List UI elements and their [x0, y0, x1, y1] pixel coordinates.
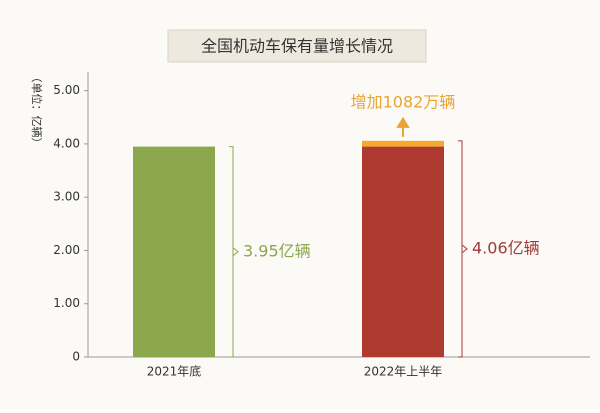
- y-tick-label: 3.00: [53, 190, 80, 204]
- bracket: [458, 140, 463, 358]
- title-box: [167, 29, 427, 63]
- bracket-tip: [461, 244, 468, 254]
- annotation: 4.06亿辆: [472, 238, 540, 257]
- bar-segment: [362, 146, 444, 357]
- bracket-tip: [232, 247, 239, 257]
- bar-segment: [362, 140, 444, 147]
- x-tick-label: 2021年底: [147, 364, 202, 379]
- y-tick-label: 4.00: [53, 136, 80, 150]
- y-axis-label: （单位：亿辆）: [30, 72, 44, 149]
- y-tick-label: 5.00: [53, 83, 80, 97]
- annotation: 增加1082万辆: [351, 92, 456, 111]
- bar-segment: [133, 146, 215, 357]
- chart-title: 全国机动车保有量增长情况: [201, 37, 393, 56]
- y-tick-label: 2.00: [53, 243, 80, 257]
- y-tick-label: 0: [72, 350, 80, 364]
- x-tick-label: 2022年上半年: [364, 365, 443, 379]
- bracket: [229, 146, 234, 358]
- arrow: [396, 116, 410, 137]
- y-tick-label: 1.00: [53, 296, 80, 310]
- annotation: 3.95亿辆: [243, 241, 311, 260]
